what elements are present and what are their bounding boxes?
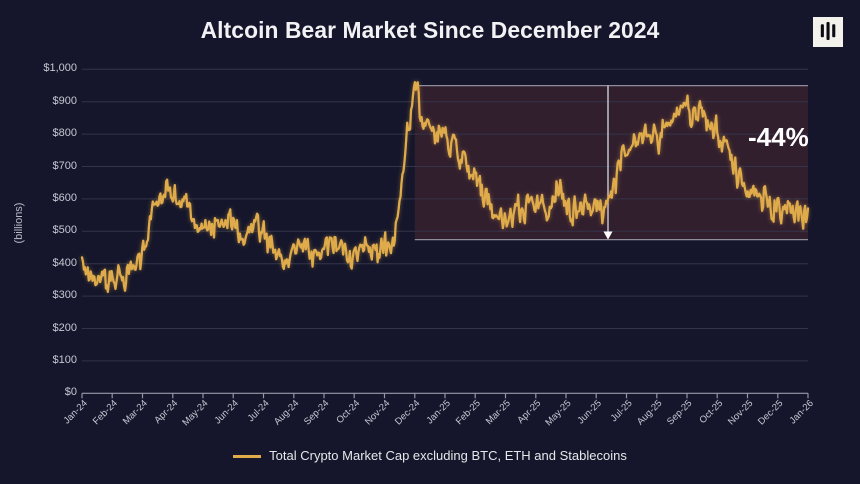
svg-text:-44%: -44% <box>748 122 809 152</box>
